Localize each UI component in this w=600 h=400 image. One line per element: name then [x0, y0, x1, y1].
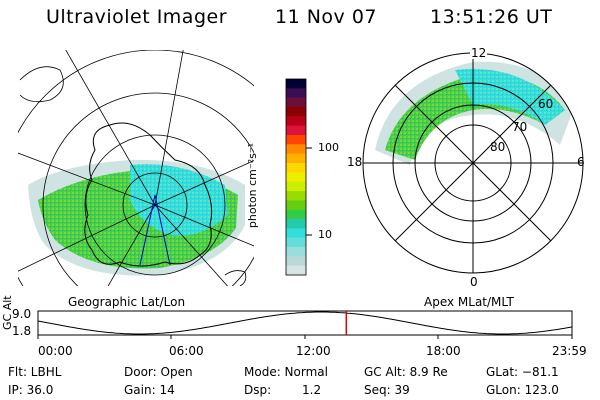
- mlt-label-6: 6: [577, 155, 585, 169]
- colorbar-swatch: [286, 228, 306, 239]
- left-lon-lines: [18, 50, 254, 286]
- mlat-label-60: 60: [538, 97, 554, 111]
- time-tick-0000: 00:00: [38, 344, 73, 358]
- left-lat-circles: [18, 50, 254, 286]
- colorbar-swatch: [286, 163, 306, 173]
- left-panel-label: Geographic Lat/Lon: [68, 295, 186, 309]
- mlt-label-18: 18: [347, 155, 363, 169]
- coastline: [84, 122, 213, 267]
- status-glon: GLon: 123.0: [486, 383, 559, 397]
- colorbar-swatch: [286, 79, 306, 89]
- right-aurora-cyan: [455, 68, 565, 125]
- colorbar-swatch: [286, 265, 306, 276]
- mlat-label-70: 70: [512, 120, 528, 134]
- colorbar-swatch: [286, 181, 306, 192]
- time-tick-2359: 23:59: [552, 344, 587, 358]
- mlt-label-12: 12: [470, 46, 488, 60]
- status-gc-alt: GC Alt: 8.9 Re: [364, 365, 448, 379]
- sun-line-2: [139, 194, 156, 266]
- colorbar-unit-label: photon cm⁻²s⁻¹: [246, 142, 260, 229]
- status-filter: Flt: LBHL: [8, 365, 62, 379]
- colorbar-swatch: [286, 88, 306, 99]
- mlt-label-0: 0: [470, 275, 478, 289]
- colorbar-swatch: [286, 135, 306, 145]
- colorbar-swatch: [286, 237, 306, 248]
- colorbar-swatch: [286, 191, 306, 201]
- status-seq: Seq: 39: [364, 383, 410, 397]
- altitude-xticks: [37, 335, 573, 339]
- apex-map: [362, 52, 584, 274]
- colorbar-swatch: [286, 144, 306, 155]
- time-tick-1200: 12:00: [296, 344, 331, 358]
- colorbar-swatch: [286, 125, 306, 136]
- colorbar-swatch: [286, 256, 306, 267]
- status-glat: GLat: −81.1: [486, 365, 559, 379]
- colorbar-swatch: [286, 209, 306, 220]
- colorbar: [286, 79, 306, 276]
- time-label: 13:51:26 UT: [430, 6, 553, 28]
- colorbar-swatch: [286, 200, 306, 211]
- sun-line: [154, 194, 171, 266]
- apex-mlt-lines: [363, 53, 583, 273]
- altitude-ytick-high: 9.0: [12, 307, 32, 321]
- altitude-plot-frame: [37, 310, 573, 336]
- landmass-outline-2: [224, 270, 247, 286]
- left-image-area: [18, 50, 254, 286]
- status-dsp-label: Dsp:: [244, 383, 272, 397]
- status-mode: Mode: Normal: [244, 365, 328, 379]
- status-gain: Gain: 14: [124, 383, 175, 397]
- status-dsp-value: 1.2: [302, 383, 322, 397]
- colorbar-swatch: [286, 97, 306, 108]
- altitude-curve: [37, 311, 573, 335]
- left-aurora-cyan: [130, 164, 228, 236]
- status-ip: IP: 36.0: [8, 383, 54, 397]
- time-tick-0600: 06:00: [169, 344, 204, 358]
- colorbar-label-100: 100: [318, 141, 339, 154]
- status-door: Door: Open: [124, 365, 193, 379]
- date-label: 11 Nov 07: [275, 6, 378, 28]
- colorbar-swatch: [286, 153, 306, 164]
- right-panel-label: Apex MLat/MLT: [424, 295, 514, 309]
- colorbar-swatch: [286, 116, 306, 127]
- colorbar-frame: [285, 78, 307, 276]
- time-tick-1800: 18:00: [426, 344, 461, 358]
- colorbar-swatch: [286, 172, 306, 183]
- colorbar-label-10: 10: [318, 228, 332, 241]
- colorbar-swatch: [286, 219, 306, 229]
- landmass-outline: [19, 66, 64, 103]
- altitude-ytick-low: 1.8: [12, 324, 32, 338]
- colorbar-swatch: [286, 107, 306, 117]
- colorbar-swatch: [286, 247, 306, 257]
- mlat-label-80: 80: [490, 140, 506, 154]
- instrument-title: Ultraviolet Imager: [46, 6, 228, 28]
